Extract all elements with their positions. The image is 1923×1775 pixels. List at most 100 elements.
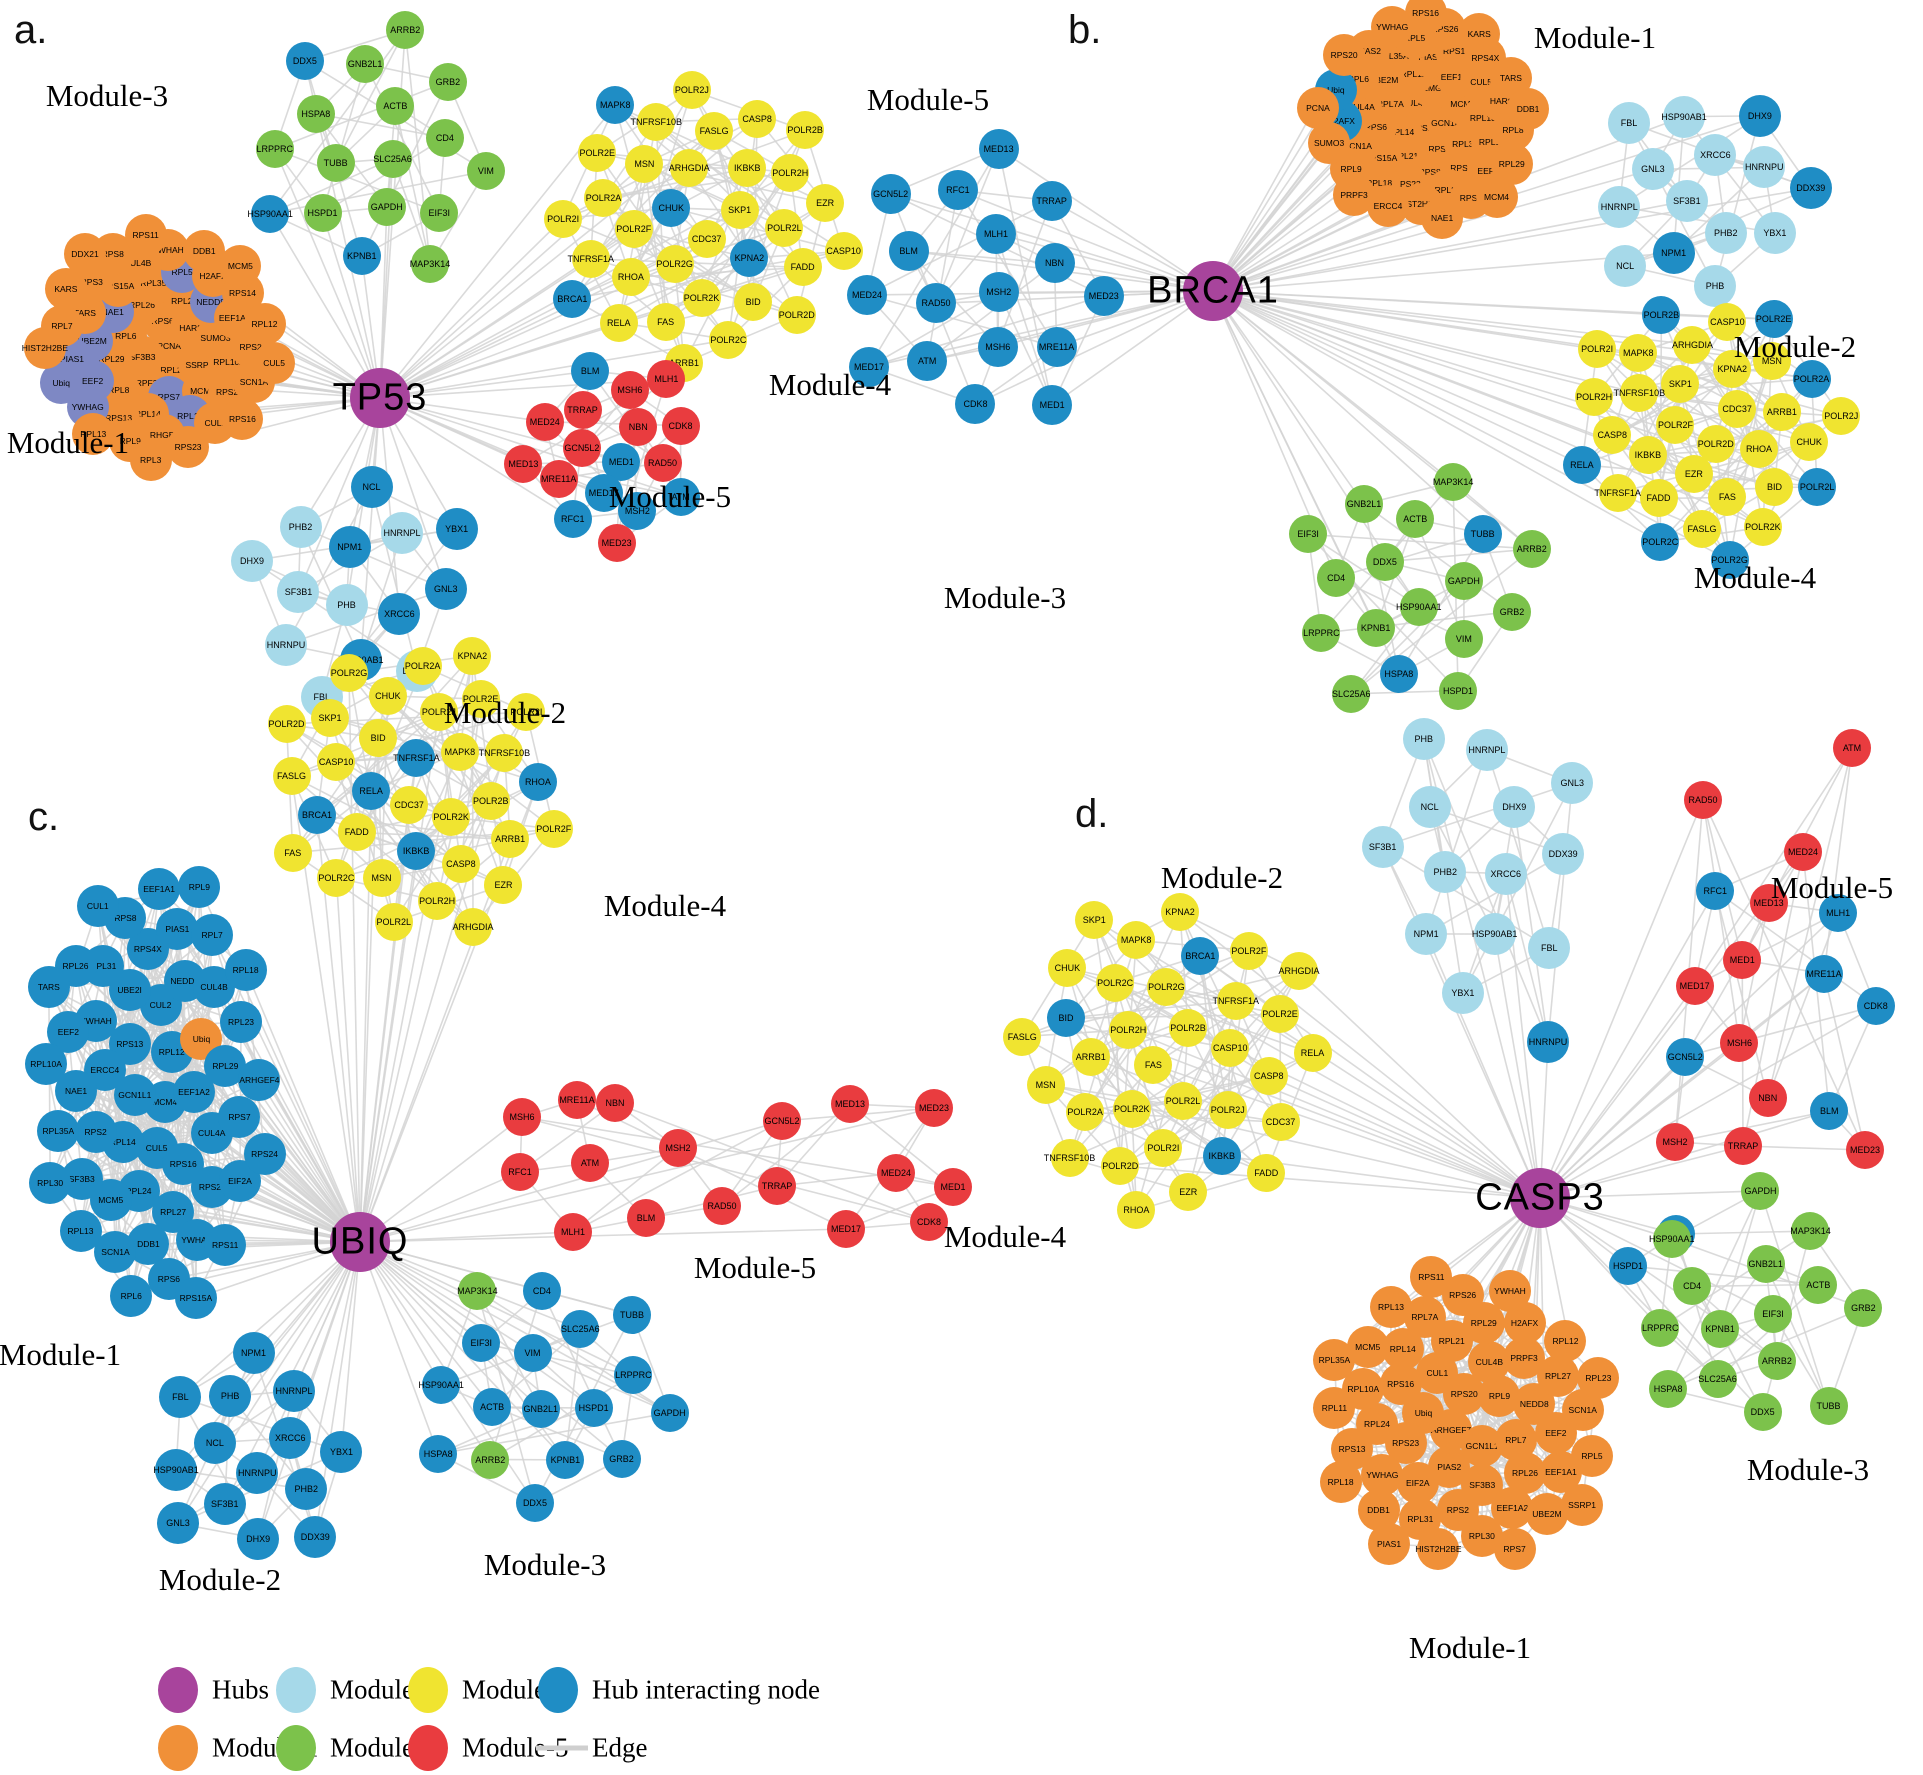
edge (1539, 1055, 1686, 1199)
node-label: BLM (636, 1213, 656, 1223)
node-cdc37: CDC37 (1261, 1103, 1300, 1142)
node-msn: MSN (625, 144, 664, 183)
node-polr2k: POLR2K (432, 798, 471, 837)
node-ikbkb: IKBKB (397, 832, 436, 871)
legend-swatch-hubs (158, 1667, 198, 1713)
edge (1384, 548, 1532, 563)
node-grb2: GRB2 (428, 62, 467, 101)
node-hist2h2be: HIST2H2BE (22, 326, 68, 369)
node-tars: TARS (27, 966, 70, 1009)
edge (1714, 890, 1769, 1098)
node-label: RPL9 (1340, 164, 1362, 175)
node-polr2i: POLR2I (1144, 1128, 1183, 1167)
node-label: POLR2L (376, 916, 412, 927)
node-label: POLR2D (268, 719, 305, 730)
node-label: HNRNPU (266, 639, 306, 650)
node-label: SLC25A6 (1332, 688, 1371, 699)
node-tnfrsf1a: TNFRSF1A (1594, 473, 1641, 512)
module-label-a-module-4: Module-4 (768, 367, 892, 402)
hub-label-casp3: CASP3 (1475, 1176, 1605, 1219)
legend-swatch-module-4 (408, 1667, 448, 1713)
node-label: MSN (371, 872, 392, 883)
node-label: RPL29 (1498, 158, 1525, 169)
node-cd4: CD4 (1317, 558, 1356, 597)
node-polr2k: POLR2K (1743, 508, 1782, 547)
edge (1425, 749, 1488, 935)
node-label: KARS (1467, 28, 1491, 39)
edge (1212, 290, 1533, 550)
node-label: MED17 (1679, 980, 1710, 991)
node-label: TUBB (1816, 1401, 1841, 1412)
node-label: RPL11 (1321, 1403, 1348, 1414)
node-label: MLH1 (983, 228, 1008, 239)
edge (379, 397, 447, 590)
node-dhx9: DHX9 (1738, 94, 1781, 137)
node-bid: BID (734, 282, 773, 321)
node-label: NBN (628, 422, 648, 432)
node-label: EIF3I (470, 1338, 493, 1349)
node-label: MED13 (983, 143, 1014, 154)
node-label: PRPF3 (1510, 1353, 1538, 1364)
node-phb2: PHB2 (279, 505, 322, 548)
node-label: RPS20 (1450, 1389, 1478, 1400)
node-atm: ATM (1833, 729, 1871, 767)
edge (866, 294, 1057, 348)
node-polr2j: POLR2J (1208, 1091, 1247, 1129)
node-msh2: MSH2 (978, 272, 1019, 313)
edge (1422, 738, 1549, 1043)
node-rad50: RAD50 (643, 443, 682, 482)
node-ikbkb: IKBKB (1628, 435, 1667, 474)
node-label: CUL1 (86, 901, 109, 912)
node-polr2i: POLR2I (544, 199, 583, 238)
node-label: YBX1 (329, 1446, 353, 1457)
node-label: RPL30 (1468, 1530, 1495, 1541)
node-label: SCN1A (1568, 1405, 1597, 1415)
node-label: FASLG (277, 770, 307, 781)
edge (1298, 970, 1541, 1199)
edge (1212, 290, 1693, 346)
node-label: RAD50 (707, 1201, 737, 1211)
node-hsp90aa1: HSP90AA1 (1649, 1219, 1695, 1258)
node-sf3b1: SF3B1 (1665, 179, 1708, 222)
node-label: LRPPRC (615, 1370, 652, 1381)
edge (1162, 1000, 1237, 1149)
edge (721, 1103, 851, 1207)
node-label: POLR2G (1148, 982, 1185, 993)
edge (1823, 973, 1866, 1151)
node-chuk: CHUK (652, 188, 691, 227)
node-label: SUMO3 (1314, 138, 1345, 149)
node-label: KPNB1 (346, 251, 377, 262)
node-label: MSH6 (509, 1112, 535, 1122)
node-npm1: NPM1 (1405, 912, 1448, 955)
edge (995, 233, 1053, 406)
node-label: ARHGDIA (1671, 339, 1713, 350)
node-fadd: FADD (783, 248, 822, 287)
edge (1429, 806, 1564, 855)
node-ybx1: YBX1 (1753, 211, 1796, 254)
edge (1719, 1190, 1762, 1330)
edge (1619, 205, 1776, 234)
node-sf3b1: SF3B1 (203, 1482, 246, 1525)
node-hspd1: HSPD1 (574, 1389, 613, 1428)
node-label: TNFRSF10B (1043, 1153, 1096, 1164)
node-label: NAE1 (64, 1086, 88, 1097)
edge (359, 738, 379, 1243)
edge (285, 588, 446, 646)
node-label: RPS4X (133, 944, 162, 955)
node-label: CASP8 (446, 859, 476, 870)
node-tnfrsf10b: TNFRSF10B (1044, 1139, 1095, 1178)
edge (957, 189, 1214, 292)
edge (572, 1147, 679, 1233)
node-polr2c: POLR2C (317, 858, 356, 897)
node-hspd1: HSPD1 (1439, 671, 1478, 710)
node-label: EEF2 (82, 376, 104, 387)
node-kpna2: KPNA2 (453, 636, 492, 675)
node-brca1: BRCA1 (553, 279, 592, 318)
node-gcn5l2: GCN5L2 (763, 1102, 801, 1140)
node-label: SKP1 (318, 712, 342, 723)
node-label: GNL3 (1560, 778, 1585, 789)
node-label: HSP90AB1 (153, 1465, 199, 1476)
node-rpl7: RPL7 (191, 913, 234, 956)
node-label: DDX39 (1548, 848, 1578, 859)
node-nbn: NBN (596, 1084, 634, 1122)
